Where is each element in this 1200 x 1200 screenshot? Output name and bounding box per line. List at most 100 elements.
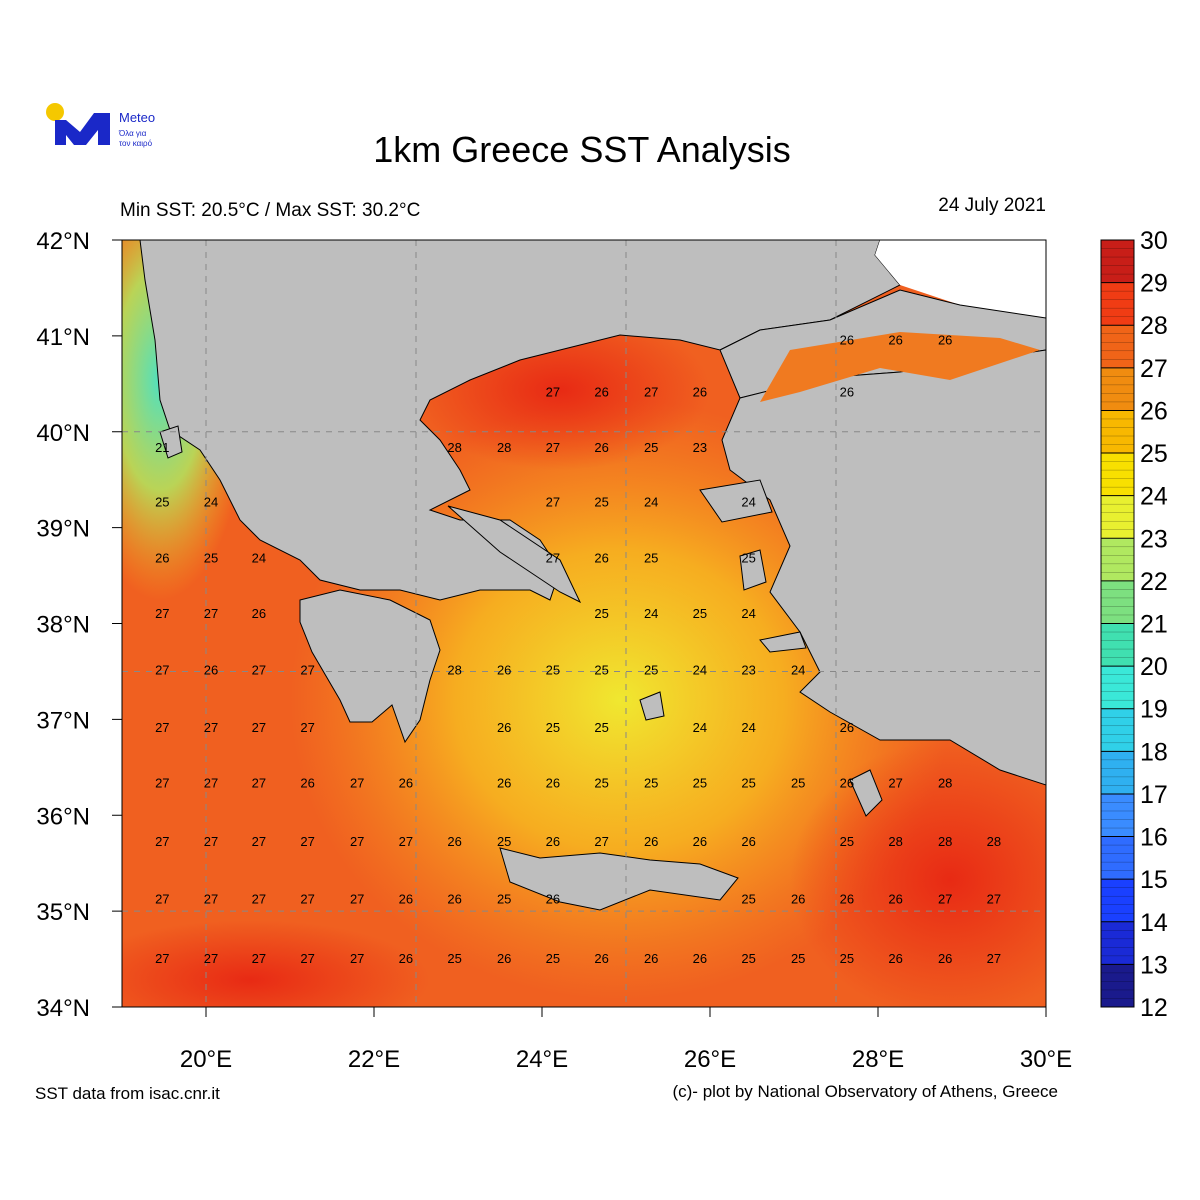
y-tick-label: 42°N (36, 228, 90, 255)
subtitle: Min SST: 20.5°C / Max SST: 30.2°C (120, 200, 420, 221)
sst-label: 25 (693, 606, 707, 621)
land-corfu (159, 425, 183, 459)
sst-label: 25 (594, 776, 608, 791)
colorbar-tick-label: 20 (1140, 653, 1168, 681)
colorbar-band (1101, 623, 1134, 667)
sst-label: 26 (840, 384, 854, 399)
sst-label: 26 (300, 776, 314, 791)
sst-label: 27 (644, 384, 658, 399)
colorbar: 12 13 14 15 16 17 18 19 20 21 22 23 24 25 26 27 28 29 30 (1100, 227, 1168, 1022)
colorbar-tick-label: 29 (1140, 270, 1168, 298)
colorbar-band (1101, 580, 1134, 624)
marmara-sea (760, 332, 1040, 402)
sst-label: 24 (741, 720, 755, 735)
sst-label: 26 (546, 776, 560, 791)
sst-label: 26 (888, 333, 902, 348)
sst-label: 25 (840, 951, 854, 966)
colorbar-tick-label: 21 (1140, 611, 1168, 639)
colorbar-tick-label: 25 (1140, 440, 1168, 468)
sst-label: 27 (350, 951, 364, 966)
footer-source: SST data from isac.cnr.it (35, 1084, 220, 1103)
sst-label: 26 (546, 892, 560, 907)
colorbar-tick-label: 16 (1140, 824, 1168, 852)
land-euboea (447, 505, 582, 604)
sst-label: 25 (204, 550, 218, 565)
land-rhodes (849, 769, 883, 817)
colorbar-tick-label: 23 (1140, 525, 1168, 553)
land-crete (499, 847, 739, 911)
sst-label: 24 (693, 720, 707, 735)
sst-label: 26 (546, 834, 560, 849)
colorbar-band (1101, 793, 1134, 837)
sst-label: 27 (155, 720, 169, 735)
sst-label: 27 (300, 834, 314, 849)
colorbar-tick-label: 15 (1140, 866, 1168, 894)
colorbar-band (1101, 836, 1134, 880)
gridlines (122, 240, 1046, 1007)
sst-label: 26 (497, 776, 511, 791)
colorbar-band (1101, 921, 1134, 965)
sst-label: 27 (300, 663, 314, 678)
sst-label: 25 (594, 720, 608, 735)
land-samos (759, 631, 807, 653)
sst-label: 26 (693, 951, 707, 966)
sst-label: 26 (840, 776, 854, 791)
land-balkans (139, 240, 901, 601)
colorbar-tick-label: 12 (1140, 994, 1168, 1022)
sst-label: 26 (644, 834, 658, 849)
logo-tagline: Όλα για (118, 129, 147, 138)
footer-credit: (c)- plot by National Observatory of Ath… (672, 1082, 1058, 1101)
colorbar-tick-label: 24 (1140, 483, 1168, 511)
sst-label: 28 (447, 663, 461, 678)
colorbar-band (1101, 495, 1134, 539)
sst-label: 26 (399, 951, 413, 966)
sst-label: 24 (741, 495, 755, 510)
colorbar-band (1101, 453, 1134, 496)
sst-label: 27 (594, 834, 608, 849)
sst-label: 27 (546, 384, 560, 399)
x-tick-label: 30°E (1020, 1046, 1072, 1073)
colorbar-band (1101, 964, 1134, 1007)
y-tick-label: 35°N (36, 899, 90, 926)
sst-label: 27 (155, 892, 169, 907)
colorbar-tick-label: 27 (1140, 355, 1168, 383)
land-peloponnese (299, 589, 441, 744)
colorbar-band (1101, 240, 1134, 283)
logo-tagline: τον καιρό (119, 139, 153, 148)
colorbar-tick-label: 17 (1140, 781, 1168, 809)
colorbar-tick-label: 14 (1140, 909, 1168, 937)
colorbar-band (1101, 879, 1134, 922)
x-tick-label: 28°E (852, 1046, 904, 1073)
sst-label: 26 (693, 834, 707, 849)
sst-label: 26 (447, 892, 461, 907)
sst-label: 25 (644, 440, 658, 455)
sst-label: 28 (987, 834, 1001, 849)
sst-label: 25 (693, 776, 707, 791)
map-field: 26 26 26 27 26 27 26 26 21 28 28 27 26 25 23 25 24 27 25 24… (122, 240, 1046, 1007)
sst-label: 26 (840, 892, 854, 907)
sst-label: 27 (204, 951, 218, 966)
sst-label: 25 (741, 951, 755, 966)
sst-label: 27 (300, 892, 314, 907)
x-tick-label: 20°E (180, 1046, 232, 1073)
colorbar-band (1101, 538, 1134, 581)
colorbar-band (1101, 708, 1134, 752)
colorbar-band (1101, 367, 1134, 411)
sst-label: 26 (594, 440, 608, 455)
colorbar-band (1101, 751, 1134, 794)
sst-label: 26 (204, 663, 218, 678)
sst-label: 26 (938, 951, 952, 966)
sst-label: 27 (350, 834, 364, 849)
sst-label: 26 (888, 892, 902, 907)
sst-label: 25 (594, 663, 608, 678)
sst-label: 28 (938, 834, 952, 849)
axes: 20°E 22°E 24°E 26°E 28°E 30°E 34°N 35°N 36°N 37°N… (36, 228, 1072, 1073)
sst-label: 27 (300, 720, 314, 735)
sst-label: 27 (252, 951, 266, 966)
colorbar-band (1101, 666, 1134, 709)
sst-label: 25 (497, 834, 511, 849)
sst-label: 24 (644, 606, 658, 621)
sst-label: 26 (497, 663, 511, 678)
land-lesvos (699, 479, 773, 523)
